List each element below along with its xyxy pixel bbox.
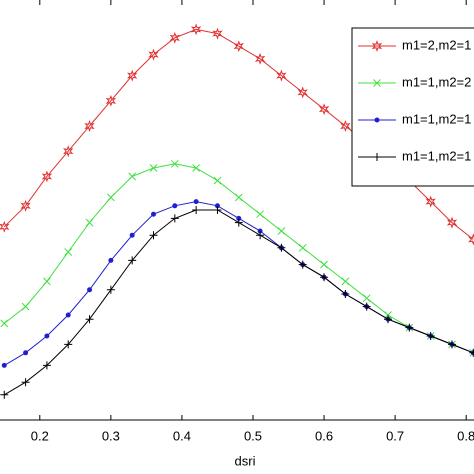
marker [21, 378, 30, 387]
marker [405, 323, 414, 332]
marker [256, 231, 265, 240]
legend-marker [373, 153, 381, 161]
marker [148, 48, 159, 61]
marker [41, 170, 53, 183]
legend-marker [371, 40, 383, 52]
marker [42, 361, 51, 370]
marker [1, 362, 7, 368]
x-tick-label: 0.5 [244, 428, 262, 443]
x-tick-label: 0.2 [31, 428, 49, 443]
marker [320, 273, 329, 282]
marker [21, 302, 30, 311]
marker [426, 332, 435, 340]
marker [64, 248, 73, 256]
marker [193, 199, 199, 205]
marker [128, 172, 137, 181]
marker [63, 145, 74, 158]
marker [23, 350, 29, 356]
marker [150, 211, 156, 217]
marker [362, 294, 371, 303]
marker [128, 256, 137, 265]
marker [469, 348, 474, 357]
marker [446, 216, 458, 229]
marker [64, 340, 73, 349]
marker [234, 218, 243, 227]
marker [87, 287, 93, 293]
marker [277, 243, 286, 252]
x-tick-label: 0.6 [315, 428, 333, 443]
marker [340, 120, 351, 132]
legend-label: m1=2,m2=1 [402, 37, 471, 52]
marker [106, 285, 115, 294]
marker [108, 257, 114, 263]
marker [298, 243, 307, 252]
legend-marker [373, 79, 381, 87]
legend-marker [374, 117, 380, 123]
legend-box [351, 27, 474, 187]
marker [212, 27, 223, 40]
marker [149, 231, 158, 240]
x-tick-label: 0.8 [457, 428, 474, 443]
marker [170, 214, 179, 223]
marker [298, 260, 307, 269]
marker [65, 312, 71, 318]
marker [149, 164, 158, 172]
marker [127, 69, 138, 82]
marker [297, 86, 308, 99]
marker [172, 203, 178, 209]
marker [85, 218, 94, 227]
marker [213, 206, 222, 214]
marker [129, 232, 135, 238]
marker [254, 52, 266, 65]
marker [362, 302, 371, 311]
marker [85, 315, 94, 324]
marker [318, 103, 330, 116]
marker [169, 31, 180, 44]
marker [192, 164, 200, 172]
marker [213, 176, 222, 185]
marker [105, 94, 117, 107]
marker [341, 277, 350, 286]
legend-label: m1=1,m2=2 [402, 74, 471, 89]
marker [107, 193, 115, 202]
marker [0, 220, 10, 233]
marker [84, 120, 95, 132]
marker [43, 277, 51, 286]
marker [447, 340, 456, 349]
marker [277, 227, 286, 235]
legend-label: m1=1,m2=1 [402, 148, 471, 163]
x-tick-label: 0.7 [386, 428, 404, 443]
marker [468, 233, 474, 246]
marker [384, 315, 393, 324]
x-tick-label: 0.3 [102, 428, 120, 443]
marker [276, 69, 287, 82]
marker [341, 290, 350, 298]
marker [20, 199, 31, 212]
marker [44, 333, 50, 339]
legend-label: m1=1,m2=1 [402, 111, 471, 126]
x-tick-label: 0.4 [173, 428, 191, 443]
x-axis-label: dsri [235, 453, 256, 468]
marker [170, 159, 179, 168]
marker [0, 390, 9, 399]
marker [256, 210, 264, 219]
marker [233, 40, 244, 53]
marker [190, 23, 202, 36]
marker [425, 195, 436, 208]
marker [234, 193, 243, 202]
marker [192, 206, 201, 214]
marker [0, 319, 9, 328]
marker [320, 260, 328, 269]
